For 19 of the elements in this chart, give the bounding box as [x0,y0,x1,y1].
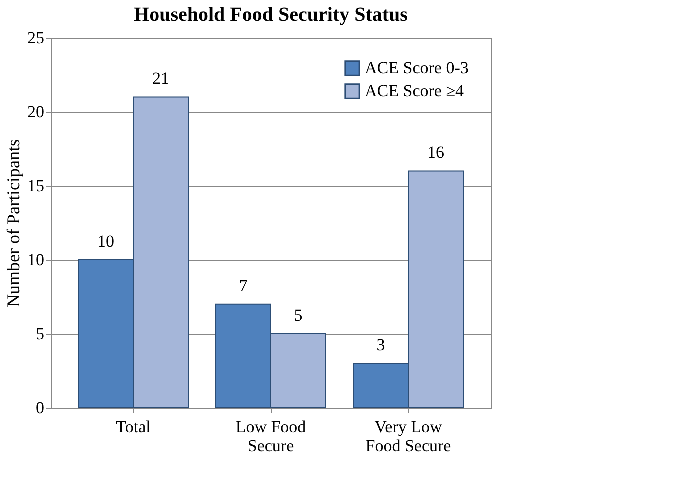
data-label: 10 [98,232,114,251]
y-tick-label: 5 [36,324,44,344]
y-tick-label: 20 [28,102,44,122]
data-label: 5 [294,306,303,325]
chart-title: Household Food Security Status [134,4,408,26]
data-label: 16 [428,143,444,162]
x-tick-label: Low Food Secure [236,418,307,456]
legend-label: ACE Score 0-3 [365,58,469,78]
y-tick-label: 0 [36,398,44,418]
x-tick-label: Total [116,418,152,436]
y-tick-label: 15 [28,176,44,196]
legend-label: ACE Score ≥4 [365,82,465,100]
data-label: 7 [239,276,248,296]
data-label: 3 [376,336,386,355]
y-tick-label: 25 [28,28,44,48]
data-label: 21 [152,69,170,88]
x-tick-label: Very Low Food Secure [366,418,452,456]
y-tick-label: 10 [28,250,44,270]
y-axis-title: Number of Participants [4,140,24,308]
